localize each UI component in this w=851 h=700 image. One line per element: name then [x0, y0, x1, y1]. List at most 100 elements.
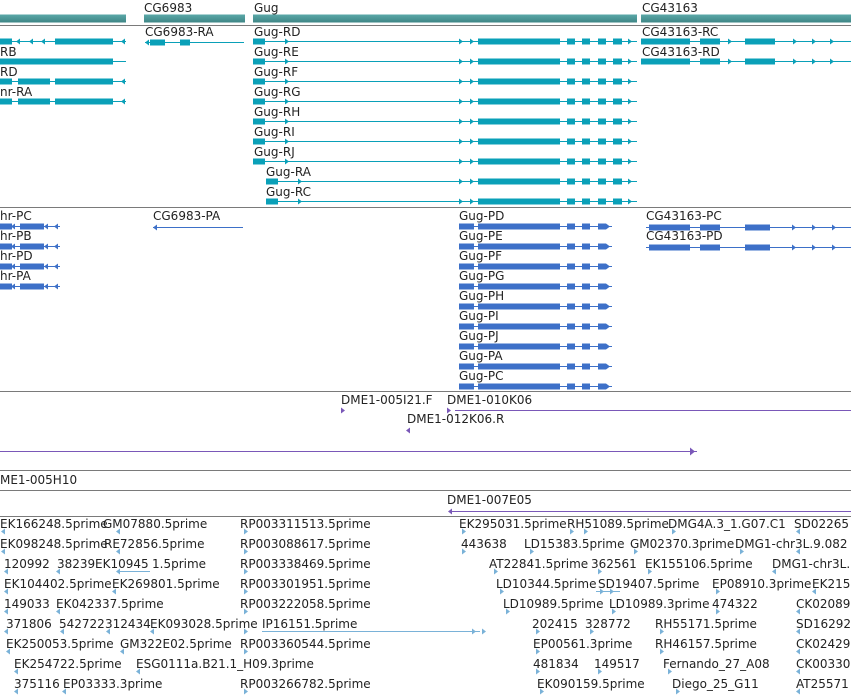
cds-label[interactable]: Gug-PG [459, 269, 505, 283]
est-label[interactable]: EK215 [812, 577, 851, 591]
est-label[interactable]: DMG1-chr3L. [772, 557, 851, 571]
est-label[interactable]: EK098248.5prime [0, 537, 108, 551]
est-label[interactable]: EK090159.5prime [537, 677, 645, 691]
est-label[interactable]: EK104402.5prime [4, 577, 112, 591]
cds-label[interactable]: hr-PD [0, 249, 33, 263]
est-label[interactable]: LD10989.3prime [609, 597, 710, 611]
est-label[interactable]: 481834 [533, 657, 579, 671]
est-label[interactable]: CK02089 [796, 597, 851, 611]
transcript-label[interactable]: Gug-RA [266, 165, 311, 179]
est-label[interactable]: RE72856.5prime [104, 537, 205, 551]
transcript-label[interactable]: Gug-RJ [254, 145, 295, 159]
cds-label[interactable]: CG6983-PA [153, 209, 221, 223]
cds-label[interactable]: Gug-PA [459, 349, 503, 363]
cds-label[interactable]: CG43163-PD [646, 229, 723, 243]
transcript-label[interactable]: nr-RA [0, 85, 33, 99]
est-label[interactable]: RH46157.5prime [655, 637, 757, 651]
est-label[interactable]: RH55171.5prime [655, 617, 757, 631]
est-label[interactable]: EP03333.3prime [63, 677, 163, 691]
transcript-label[interactable]: RB [0, 45, 17, 59]
est-label[interactable]: AT25571 [796, 677, 849, 691]
est-label[interactable]: RP003222058.5prime [240, 597, 371, 611]
clone-label[interactable]: DME1-007E05 [447, 493, 532, 507]
est-label[interactable]: EK254722.5prime [14, 657, 122, 671]
est-label[interactable]: GM07880.5prime [103, 517, 208, 531]
transcript-label[interactable]: CG6983-RA [145, 25, 214, 39]
est-label[interactable]: RP003088617.5prime [240, 537, 371, 551]
est-label[interactable]: SD02265 [794, 517, 850, 531]
cds-label[interactable]: hr-PA [0, 269, 31, 283]
est-label[interactable]: Fernando_27_A08 [663, 657, 770, 671]
est-label[interactable]: EP00561.3prime [533, 637, 633, 651]
gene-label-cg6983[interactable]: CG6983 [144, 1, 193, 15]
est-label[interactable]: 362561 [591, 557, 637, 571]
est-label[interactable]: Diego_25_G11 [672, 677, 759, 691]
est-label[interactable]: 328772 [585, 617, 631, 631]
transcript-label[interactable]: Gug-RG [254, 85, 301, 99]
transcript-label[interactable]: Gug-RC [266, 185, 311, 199]
cds-label[interactable]: Gug-PC [459, 369, 504, 383]
est-label[interactable]: DMG4A.3_1.G07.C1 [668, 517, 786, 531]
est-label[interactable]: RP003311513.5prime [240, 517, 371, 531]
clone-label[interactable]: DME1-012K06.R [407, 412, 505, 426]
est-label[interactable]: GM322E02.5prime [120, 637, 232, 651]
est-label[interactable]: 312434 [105, 617, 151, 631]
cds-label[interactable]: Gug-PD [459, 209, 505, 223]
est-label[interactable]: LD10344.5prime [496, 577, 597, 591]
est-label[interactable]: CK00330 [796, 657, 851, 671]
cds-label[interactable]: Gug-PI [459, 309, 499, 323]
cds-label[interactable]: Gug-PH [459, 289, 505, 303]
transcript-label[interactable]: Gug-RE [254, 45, 299, 59]
est-label[interactable]: CK02429 [796, 637, 851, 651]
cds-label[interactable]: hr-PC [0, 209, 32, 223]
est-label[interactable]: EK155106.5prime [645, 557, 753, 571]
transcript-label[interactable]: Gug-RH [254, 105, 301, 119]
est-label[interactable]: 443638 [461, 537, 507, 551]
est-label[interactable]: ESG0111a.B21.1_H09.3prime [136, 657, 314, 671]
est-label[interactable]: LD15383.5prime [524, 537, 625, 551]
est-label[interactable]: SD19407.5prime [598, 577, 700, 591]
est-label[interactable]: 120992 [4, 557, 50, 571]
est-label[interactable]: EK10945 [95, 557, 149, 571]
cds-label[interactable]: Gug-PF [459, 249, 502, 263]
est-label[interactable]: RP003266782.5prime [240, 677, 371, 691]
est-label[interactable]: 149033 [4, 597, 50, 611]
est-label[interactable]: 38239 [57, 557, 96, 571]
clone-label[interactable]: DME1-005I21.F [341, 393, 433, 407]
est-label[interactable]: EK250053.5prime [6, 637, 114, 651]
est-label[interactable]: 371806 [6, 617, 52, 631]
est-label[interactable]: 1.5prime [152, 557, 207, 571]
est-label[interactable]: RH51089.5prime [567, 517, 669, 531]
est-label[interactable]: 202415 [532, 617, 578, 631]
est-label[interactable]: RP003301951.5prime [240, 577, 371, 591]
est-label[interactable]: EP08910.3prime [712, 577, 812, 591]
gene-label-gug[interactable]: Gug [254, 1, 279, 15]
est-label[interactable]: EK042337.5prime [56, 597, 164, 611]
transcript-label[interactable]: CG43163-RD [642, 45, 720, 59]
cds-label[interactable]: Gug-PE [459, 229, 503, 243]
cds-label[interactable]: Gug-PJ [459, 329, 499, 343]
gene-label-cg43163[interactable]: CG43163 [642, 1, 698, 15]
est-label[interactable]: RP003338469.5prime [240, 557, 371, 571]
est-label[interactable]: LD10989.5prime [503, 597, 604, 611]
est-label[interactable]: DMG1-chr3L.9.082 [735, 537, 848, 551]
est-label[interactable]: IP16151.5prime [262, 617, 358, 631]
est-label[interactable]: GM02370.3prime [630, 537, 735, 551]
transcript-label[interactable]: RD [0, 65, 18, 79]
clone-label[interactable]: ME1-005H10 [0, 473, 78, 487]
est-label[interactable]: 149517 [594, 657, 640, 671]
est-label[interactable]: AT22841.5prime [489, 557, 589, 571]
est-label[interactable]: 375116 [14, 677, 60, 691]
est-label[interactable]: EK269801.5prime [112, 577, 220, 591]
cds-label[interactable]: hr-PB [0, 229, 32, 243]
est-label[interactable]: EK166248.5prime [0, 517, 108, 531]
est-label[interactable]: EK093028.5prime [150, 617, 258, 631]
cds-label[interactable]: CG43163-PC [646, 209, 722, 223]
transcript-label[interactable]: Gug-RI [254, 125, 295, 139]
est-label[interactable]: SD16292 [796, 617, 851, 631]
est-label[interactable]: EK295031.5prime [459, 517, 567, 531]
est-label[interactable]: RP003360544.5prime [240, 637, 371, 651]
est-label[interactable]: 542722 [59, 617, 105, 631]
transcript-label[interactable]: Gug-RF [254, 65, 299, 79]
est-label[interactable]: 474322 [712, 597, 758, 611]
